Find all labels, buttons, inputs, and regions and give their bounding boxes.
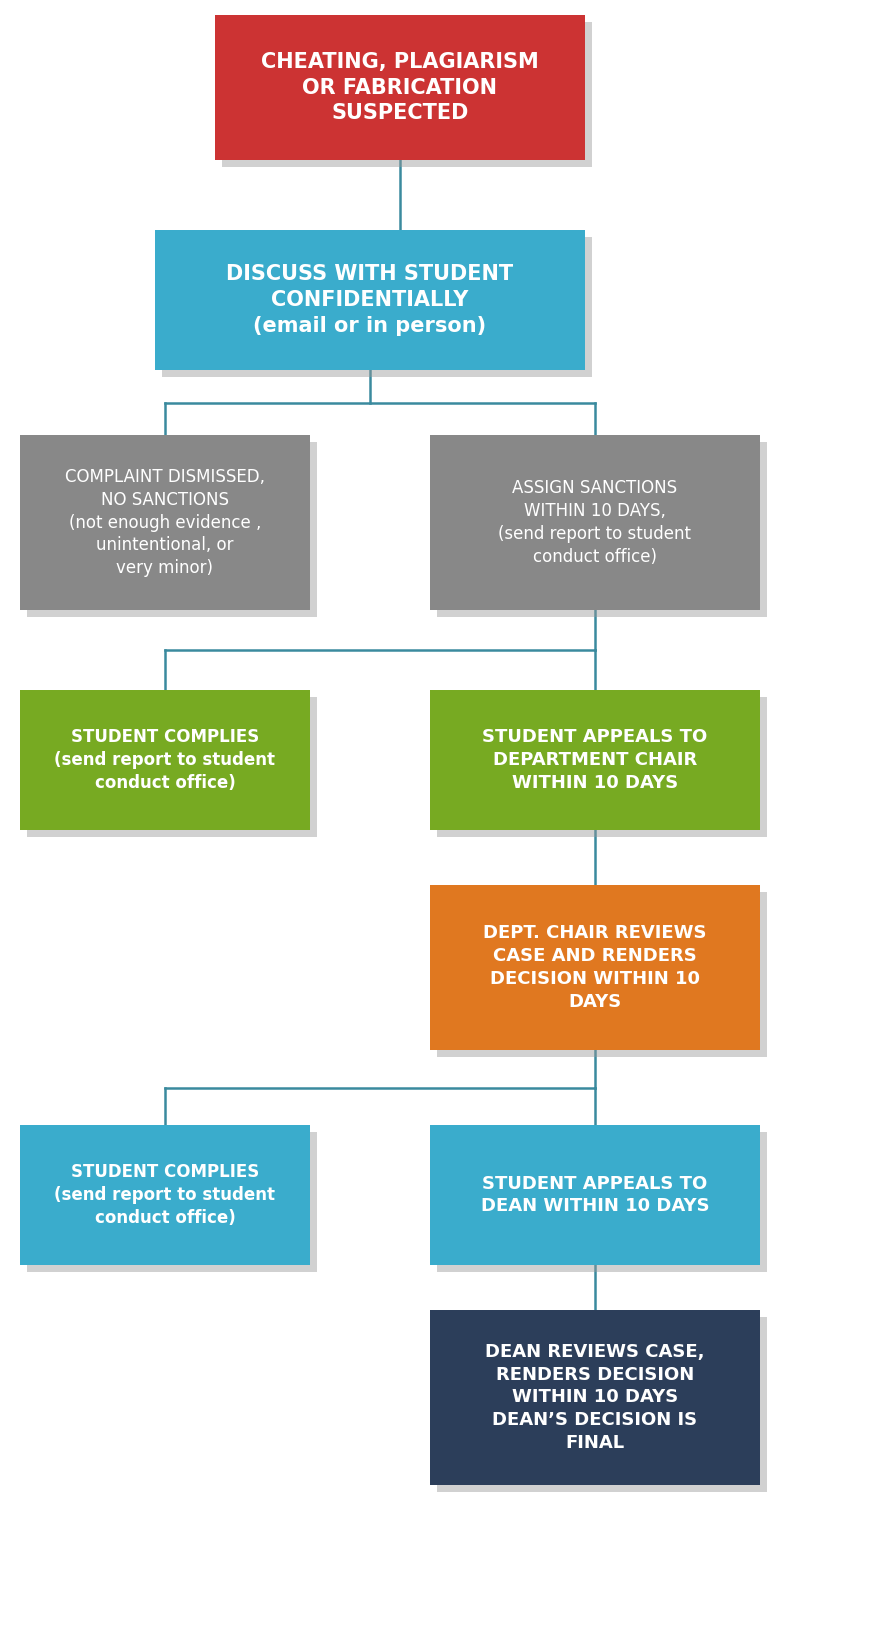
FancyBboxPatch shape	[20, 690, 310, 830]
FancyBboxPatch shape	[162, 238, 592, 376]
FancyBboxPatch shape	[437, 893, 767, 1058]
FancyBboxPatch shape	[20, 1125, 310, 1266]
Text: DEAN REVIEWS CASE,
RENDERS DECISION
WITHIN 10 DAYS
DEAN’S DECISION IS
FINAL: DEAN REVIEWS CASE, RENDERS DECISION WITH…	[485, 1343, 705, 1452]
FancyBboxPatch shape	[20, 436, 310, 610]
FancyBboxPatch shape	[27, 442, 317, 617]
FancyBboxPatch shape	[155, 229, 585, 370]
Text: DISCUSS WITH STUDENT
CONFIDENTIALLY
(email or in person): DISCUSS WITH STUDENT CONFIDENTIALLY (ema…	[226, 264, 514, 335]
FancyBboxPatch shape	[430, 1310, 760, 1485]
FancyBboxPatch shape	[27, 696, 317, 837]
FancyBboxPatch shape	[437, 1317, 767, 1492]
FancyBboxPatch shape	[437, 696, 767, 837]
FancyBboxPatch shape	[430, 1125, 760, 1266]
FancyBboxPatch shape	[430, 690, 760, 830]
FancyBboxPatch shape	[222, 21, 592, 167]
FancyBboxPatch shape	[215, 15, 585, 160]
FancyBboxPatch shape	[437, 1132, 767, 1272]
FancyBboxPatch shape	[437, 442, 767, 617]
Text: STUDENT APPEALS TO
DEAN WITHIN 10 DAYS: STUDENT APPEALS TO DEAN WITHIN 10 DAYS	[480, 1175, 709, 1216]
Text: STUDENT COMPLIES
(send report to student
conduct office): STUDENT COMPLIES (send report to student…	[55, 728, 275, 792]
Text: DEPT. CHAIR REVIEWS
CASE AND RENDERS
DECISION WITHIN 10
DAYS: DEPT. CHAIR REVIEWS CASE AND RENDERS DEC…	[483, 924, 707, 1011]
FancyBboxPatch shape	[27, 1132, 317, 1272]
Text: STUDENT APPEALS TO
DEPARTMENT CHAIR
WITHIN 10 DAYS: STUDENT APPEALS TO DEPARTMENT CHAIR WITH…	[482, 728, 708, 792]
FancyBboxPatch shape	[430, 884, 760, 1049]
Text: ASSIGN SANCTIONS
WITHIN 10 DAYS,
(send report to student
conduct office): ASSIGN SANCTIONS WITHIN 10 DAYS, (send r…	[498, 478, 692, 566]
FancyBboxPatch shape	[430, 436, 760, 610]
Text: CHEATING, PLAGIARISM
OR FABRICATION
SUSPECTED: CHEATING, PLAGIARISM OR FABRICATION SUSP…	[261, 51, 539, 124]
Text: STUDENT COMPLIES
(send report to student
conduct office): STUDENT COMPLIES (send report to student…	[55, 1163, 275, 1228]
Text: COMPLAINT DISMISSED,
NO SANCTIONS
(not enough evidence ,
unintentional, or
very : COMPLAINT DISMISSED, NO SANCTIONS (not e…	[65, 467, 265, 578]
